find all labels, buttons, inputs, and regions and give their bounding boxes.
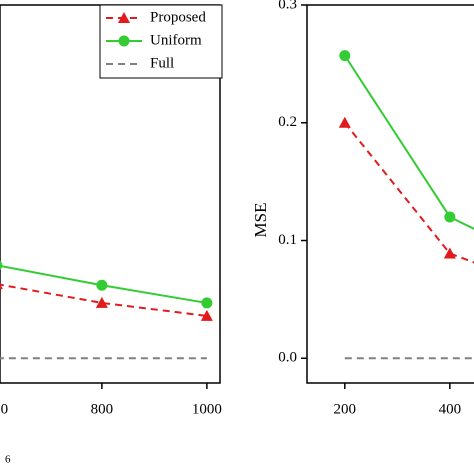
x-tick-label: 1000 <box>192 401 222 417</box>
x-tick-label: 200 <box>334 401 357 417</box>
legend-label: Full <box>150 55 174 71</box>
plot-area <box>0 260 213 360</box>
series-line <box>343 55 474 230</box>
y-tick-label: 0.2 <box>278 114 297 130</box>
data-point <box>443 247 456 259</box>
data-point <box>0 260 3 270</box>
legend-marker <box>118 12 130 23</box>
y-tick-label: 0.3 <box>278 0 297 12</box>
y-tick-label: 0.0 <box>278 350 297 366</box>
y-tick-label: 0.1 <box>278 232 297 248</box>
footnote: 6 <box>5 454 11 466</box>
x-tick-label: 600 <box>0 401 8 417</box>
x-tick-label: 800 <box>91 401 114 417</box>
data-point <box>339 50 351 62</box>
data-point <box>444 211 456 223</box>
legend-marker <box>118 35 130 47</box>
plot-frame <box>306 4 474 384</box>
data-point <box>0 283 3 290</box>
data-point <box>338 116 351 128</box>
data-point <box>95 296 108 308</box>
data-point <box>96 279 108 291</box>
legend: Proposed Uniform Full <box>99 4 223 79</box>
legend-label: Proposed <box>150 9 206 25</box>
y-axis-label: MSE <box>251 203 270 238</box>
x-tick-label: 400 <box>439 401 462 417</box>
data-point <box>201 297 213 309</box>
legend-label: Uniform <box>150 32 202 48</box>
plot-area <box>338 50 474 360</box>
series-line <box>344 122 474 264</box>
data-point <box>200 309 213 321</box>
